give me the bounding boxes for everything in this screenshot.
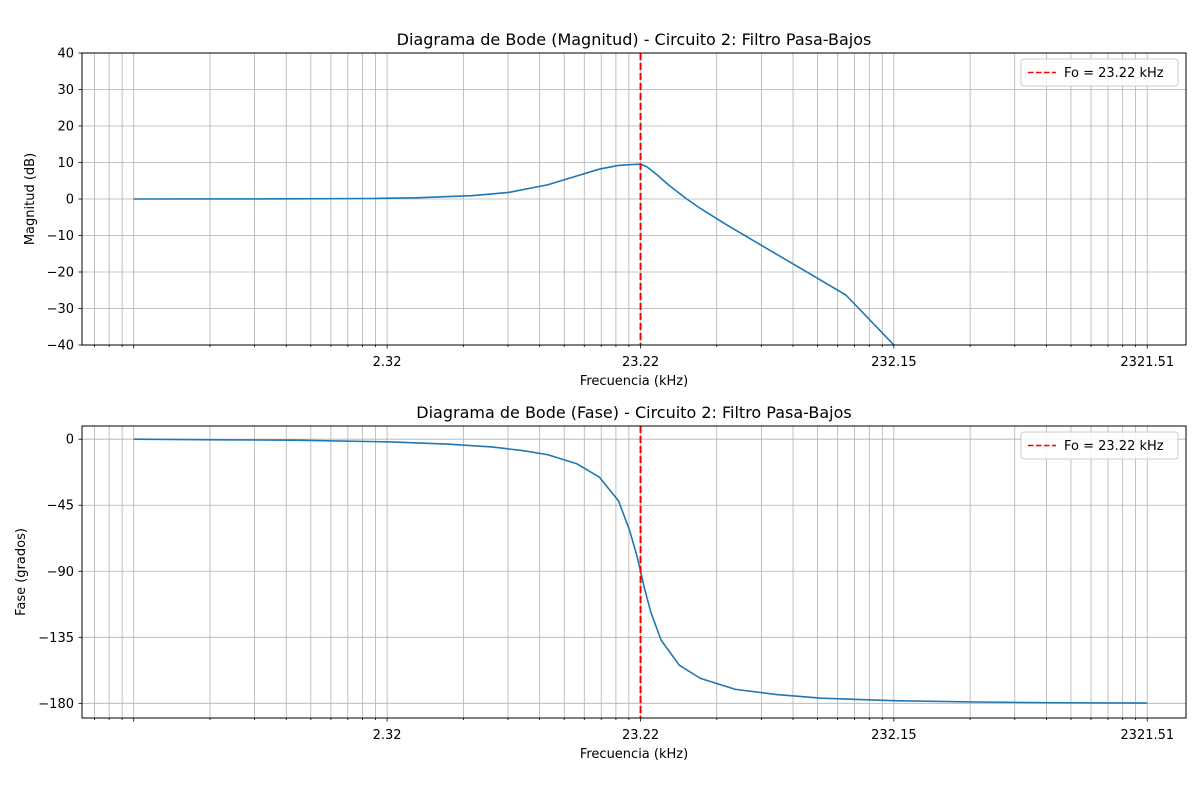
magnitude-ticks: 40 30 20 10 0 −10 −20 −30 −40 2.32 23.22 232.15 2321…: [47, 47, 1175, 371]
magnitude-ylabel: Magnitud (dB): [23, 153, 38, 245]
phase-legend: Fo = 23.22 kHz: [1020, 431, 1179, 460]
phase-x-tick-label: 2321.51: [1120, 728, 1174, 743]
phase-xlabel: Frecuencia (kHz): [580, 747, 688, 762]
phase-ylabel: Fase (grados): [14, 528, 29, 616]
magnitude-curves: [133, 53, 895, 346]
phase-ticks: 0 −45 −90 −135 −180 2.32 23.22 232.15 2321.51: [38, 433, 1174, 743]
phase-y-tick-label: 0: [66, 433, 74, 448]
magnitude-legend: Fo = 23.22 kHz: [1020, 58, 1179, 87]
magnitude-legend-label: Fo = 23.22 kHz: [1064, 66, 1164, 81]
phase-response-line: [133, 438, 1148, 704]
magnitude-x-tick-label: 232.15: [871, 355, 917, 370]
magnitude-response-line: [133, 163, 895, 346]
phase-axes-frame: [81, 425, 1187, 719]
phase-x-tick-label: 23.22: [622, 728, 659, 743]
phase-grid: [82, 426, 1186, 718]
magnitude-y-tick-label: −20: [47, 266, 74, 281]
magnitude-y-tick-label: −40: [47, 339, 74, 354]
phase-title: Diagrama de Bode (Fase) - Circuito 2: Fi…: [416, 403, 851, 422]
magnitude-y-tick-label: 30: [57, 83, 74, 98]
magnitude-y-tick-label: 20: [57, 120, 74, 135]
magnitude-x-tick-label: 2321.51: [1120, 355, 1174, 370]
magnitude-title: Diagrama de Bode (Magnitud) - Circuito 2…: [397, 30, 872, 49]
phase-y-tick-label: −180: [38, 697, 74, 712]
phase-curves: [133, 426, 1148, 718]
phase-legend-box: [1020, 431, 1179, 460]
magnitude-x-tick-label: 2.32: [373, 355, 402, 370]
magnitude-y-tick-label: 10: [57, 156, 74, 171]
magnitude-plot: 40 30 20 10 0 −10 −20 −30 −40 2.32 23.22 232.15 2321…: [23, 30, 1187, 389]
phase-plot: 0 −45 −90 −135 −180 2.32 23.22 232.15 2321.51 Di…: [14, 403, 1187, 762]
phase-x-tick-label: 232.15: [871, 728, 917, 743]
magnitude-y-tick-label: −10: [47, 229, 74, 244]
magnitude-legend-box: [1020, 58, 1179, 87]
phase-y-tick-label: −135: [38, 631, 74, 646]
magnitude-y-tick-label: 0: [66, 193, 74, 208]
magnitude-x-tick-label: 23.22: [622, 355, 659, 370]
phase-legend-label: Fo = 23.22 kHz: [1064, 439, 1164, 454]
phase-y-tick-label: −90: [47, 565, 74, 580]
magnitude-y-tick-label: −30: [47, 302, 74, 317]
magnitude-xlabel: Frecuencia (kHz): [580, 374, 688, 389]
magnitude-y-tick-label: 40: [57, 47, 74, 62]
phase-x-tick-label: 2.32: [373, 728, 402, 743]
phase-y-tick-label: −45: [47, 499, 74, 514]
